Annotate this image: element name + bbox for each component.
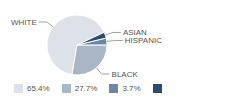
svg-text:BLACK: BLACK bbox=[112, 70, 139, 79]
html-text:3.7%: 3.7% bbox=[122, 83, 141, 93]
svg-text:ASIAN: ASIAN bbox=[123, 28, 147, 37]
html-text:65.4%: 65.4% bbox=[27, 83, 50, 93]
svg-text:HISPANIC: HISPANIC bbox=[125, 36, 162, 45]
svg-text:WHITE: WHITE bbox=[11, 18, 37, 27]
html-text:27.7%: 27.7% bbox=[74, 83, 98, 93]
